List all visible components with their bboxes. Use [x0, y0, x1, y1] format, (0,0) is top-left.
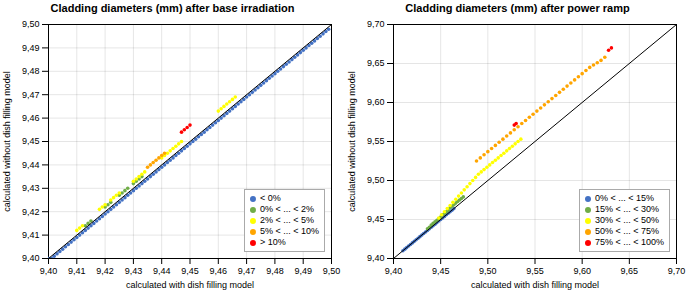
- html-text:0% < ... < 2%: 0% < ... < 2%: [260, 204, 314, 214]
- svg-text:9,55: 9,55: [367, 136, 385, 146]
- svg-text:9,49: 9,49: [22, 43, 40, 53]
- svg-text:9,46: 9,46: [210, 266, 228, 276]
- svg-text:9,44: 9,44: [22, 160, 40, 170]
- svg-text:calculated with dish filling m: calculated with dish filling model: [126, 280, 254, 290]
- svg-text:9,40: 9,40: [40, 266, 58, 276]
- svg-text:9,40: 9,40: [385, 266, 403, 276]
- svg-text:9,45: 9,45: [367, 214, 385, 224]
- svg-text:9,70: 9,70: [668, 266, 686, 276]
- svg-text:9,60: 9,60: [573, 266, 591, 276]
- html-text:50% < ... < 75%: 50% < ... < 75%: [595, 226, 659, 236]
- html-text:75% < ... < 100%: 75% < ... < 100%: [595, 237, 664, 247]
- svg-text:9,44: 9,44: [153, 266, 171, 276]
- svg-text:9,49: 9,49: [294, 266, 312, 276]
- svg-text:9,45: 9,45: [22, 136, 40, 146]
- svg-text:9,50: 9,50: [22, 19, 40, 29]
- svg-text:9,43: 9,43: [125, 266, 143, 276]
- html-text:Cladding diameters (mm) after: Cladding diameters (mm) after base irrad…: [50, 2, 295, 14]
- svg-text:calculated without dish fillin: calculated without dish filling model: [2, 71, 12, 212]
- svg-text:9,43: 9,43: [22, 183, 40, 193]
- svg-text:calculated without dish fillin: calculated without dish filling model: [347, 71, 357, 212]
- html-text:Cladding diameters (mm) after: Cladding diameters (mm) after power ramp: [405, 2, 630, 14]
- html-text:2% < ... < 5%: 2% < ... < 5%: [260, 215, 314, 225]
- html-text:30% < ... < 50%: 30% < ... < 50%: [595, 215, 659, 225]
- svg-text:9,50: 9,50: [323, 266, 341, 276]
- svg-text:9,41: 9,41: [22, 230, 40, 240]
- svg-text:9,50: 9,50: [367, 175, 385, 185]
- svg-text:9,45: 9,45: [181, 266, 199, 276]
- svg-text:9,65: 9,65: [367, 58, 385, 68]
- svg-text:9,47: 9,47: [238, 266, 256, 276]
- svg-text:9,45: 9,45: [432, 266, 450, 276]
- html-text:> 10%: > 10%: [260, 237, 286, 247]
- svg-text:9,65: 9,65: [621, 266, 639, 276]
- svg-text:9,55: 9,55: [526, 266, 544, 276]
- svg-text:9,48: 9,48: [22, 66, 40, 76]
- svg-text:9,48: 9,48: [266, 266, 284, 276]
- svg-text:9,42: 9,42: [22, 207, 40, 217]
- svg-text:9,70: 9,70: [367, 19, 385, 29]
- html-text:5% < ... < 10%: 5% < ... < 10%: [260, 226, 319, 236]
- html-text:< 0%: < 0%: [260, 193, 281, 203]
- svg-text:9,41: 9,41: [68, 266, 86, 276]
- svg-text:9,40: 9,40: [22, 253, 40, 263]
- html-text:0% < ... < 15%: 0% < ... < 15%: [595, 193, 654, 203]
- svg-text:9,47: 9,47: [22, 90, 40, 100]
- svg-text:9,42: 9,42: [96, 266, 114, 276]
- svg-text:9,60: 9,60: [367, 97, 385, 107]
- html-text:15% < ... < 30%: 15% < ... < 30%: [595, 204, 659, 214]
- svg-text:9,46: 9,46: [22, 113, 40, 123]
- svg-text:9,50: 9,50: [479, 266, 497, 276]
- svg-text:9,40: 9,40: [367, 253, 385, 263]
- svg-text:calculated with dish filling m: calculated with dish filling model: [471, 280, 599, 290]
